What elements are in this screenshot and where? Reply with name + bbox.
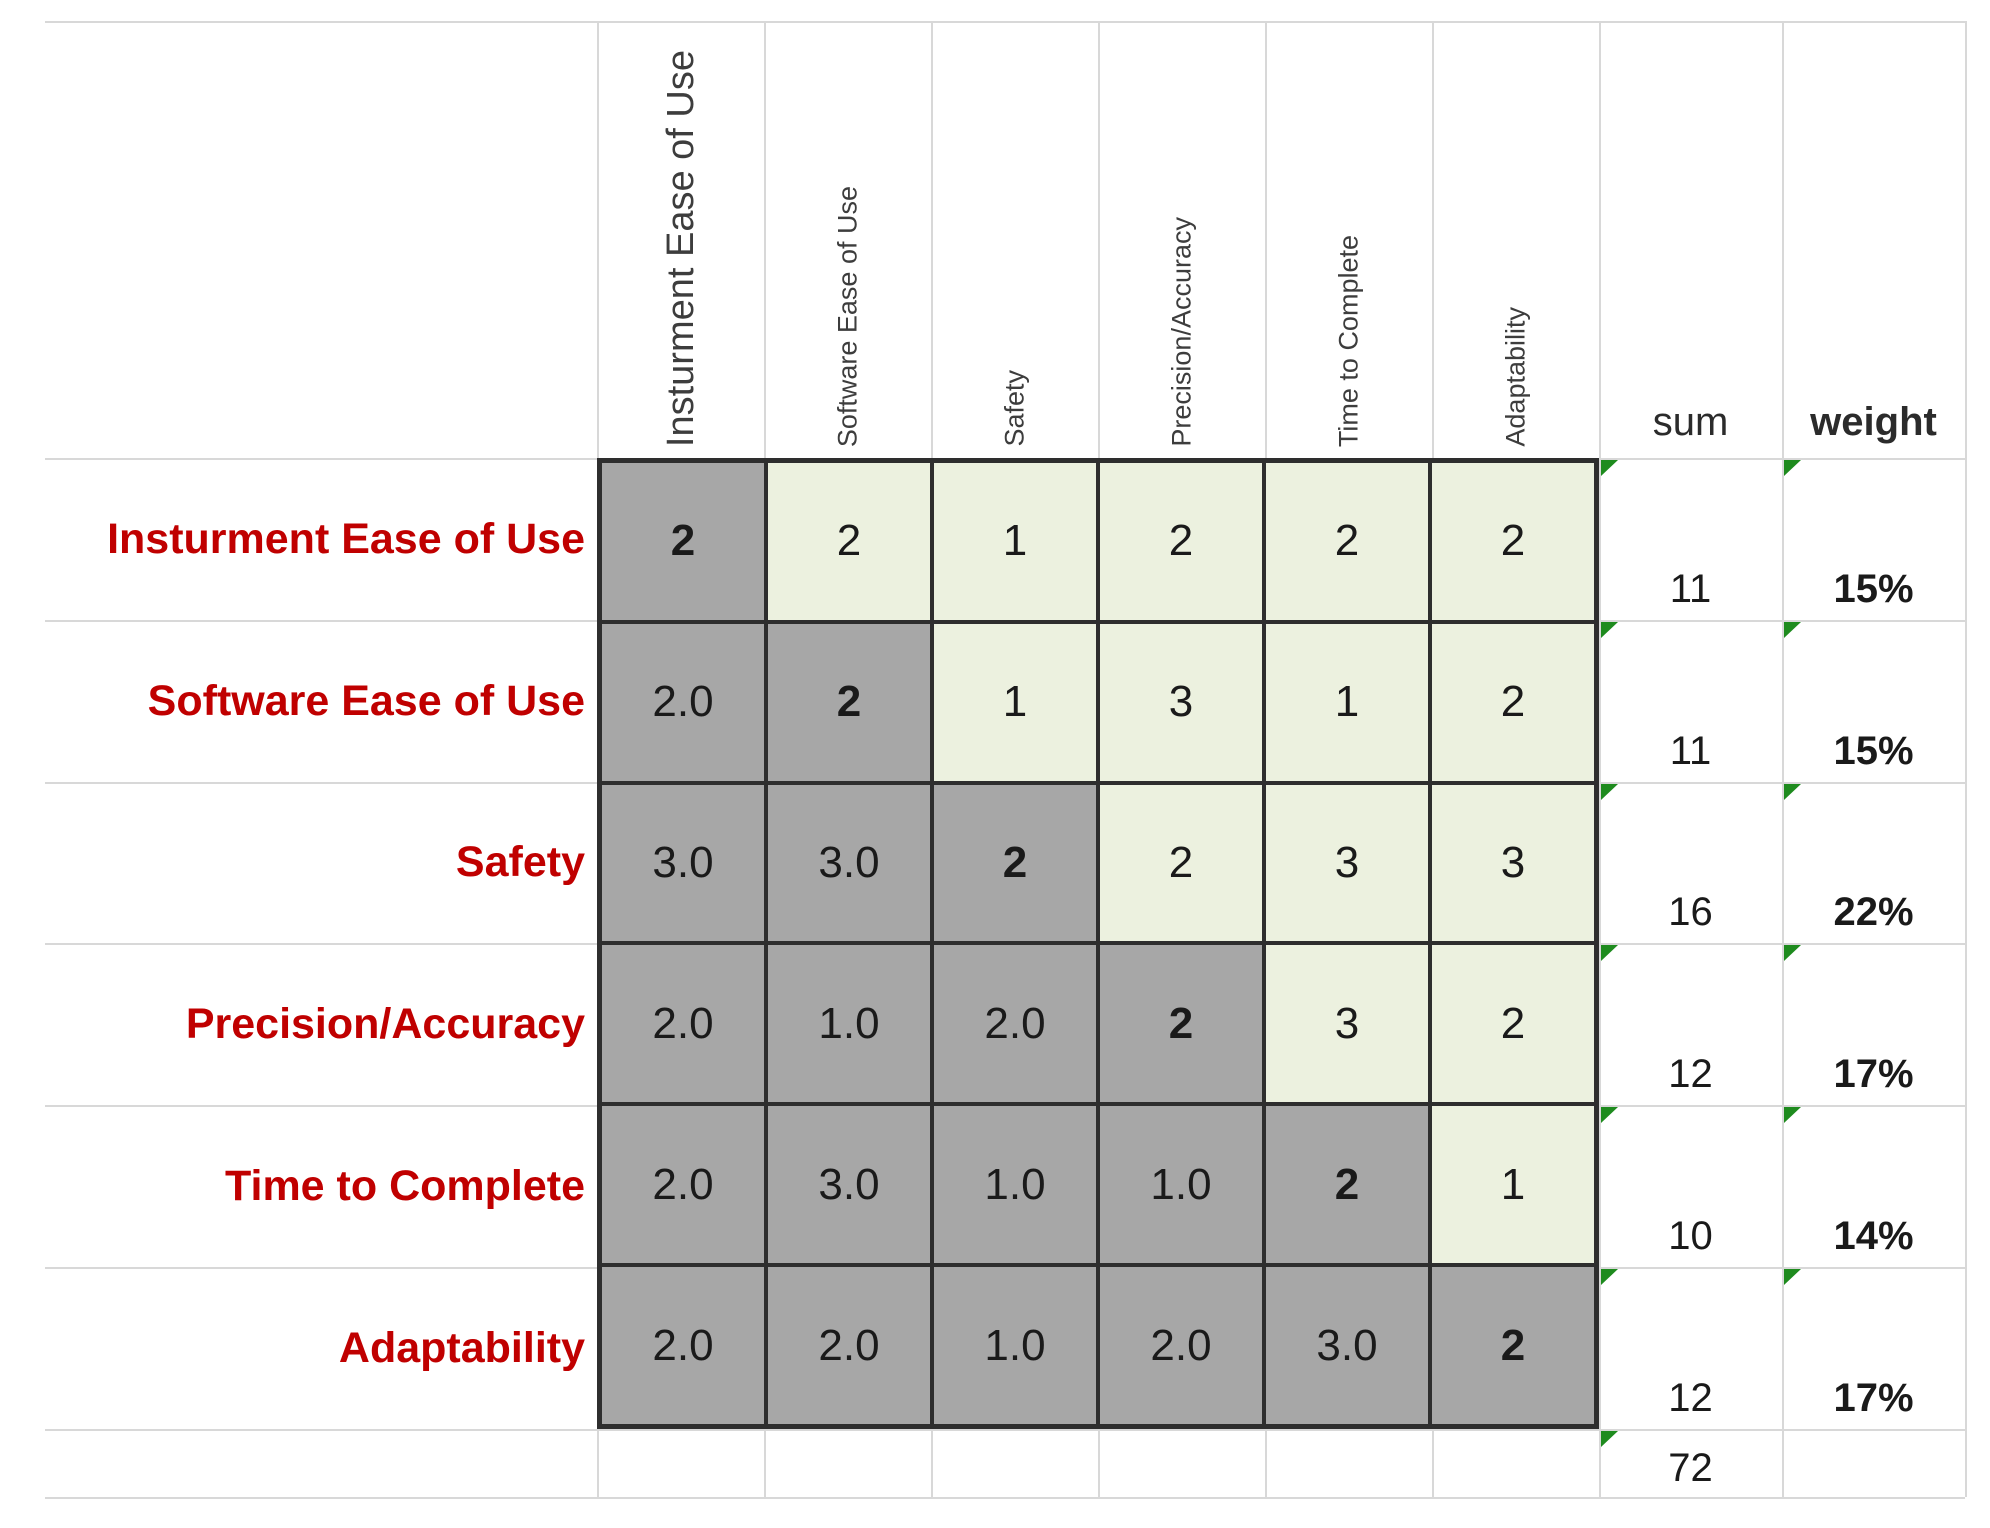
- sum-value-cell[interactable]: 11: [1599, 620, 1782, 782]
- weight-value-cell[interactable]: 22%: [1782, 782, 1965, 943]
- matrix-cell[interactable]: 3: [1430, 782, 1596, 944]
- sum-value-cell[interactable]: 16: [1599, 782, 1782, 943]
- gridline: [45, 1429, 1965, 1431]
- matrix-cell[interactable]: 1.0: [766, 943, 932, 1105]
- sum-value-cell[interactable]: 10: [1599, 1105, 1782, 1267]
- matrix-cell[interactable]: 3.0: [1264, 1265, 1430, 1426]
- matrix-cell[interactable]: 2.0: [600, 1265, 766, 1426]
- sum-value-cell[interactable]: 12: [1599, 1267, 1782, 1429]
- matrix-row-label[interactable]: Precision/Accuracy: [185, 999, 585, 1048]
- matrix-cell[interactable]: 2: [600, 461, 766, 622]
- comparison-matrix: 2 2 1 2 2 2 2.0 2 1 3 1 2 3.0 3.0 2 2 3 3 2.0 1.0 2.0 2 3 2 2.0 3…: [597, 458, 1599, 1429]
- matrix-column-header-label: Adaptability: [1500, 307, 1530, 447]
- matrix-cell[interactable]: 2: [1430, 621, 1596, 783]
- sum-value-cell[interactable]: 11: [1599, 458, 1782, 620]
- matrix-cell[interactable]: 2: [1430, 461, 1596, 622]
- matrix-column-header-label: Software Ease of Use: [832, 185, 862, 447]
- formula-error-triangle-icon: [1601, 460, 1618, 476]
- matrix-cell[interactable]: 3.0: [600, 782, 766, 944]
- matrix-column-header-label: Insturment Ease of Use: [659, 49, 702, 447]
- matrix-cell[interactable]: 1.0: [1098, 1104, 1264, 1266]
- matrix-column-header-label: Precision/Accuracy: [1166, 217, 1196, 447]
- gridline: [1599, 21, 1601, 1497]
- formula-error-triangle-icon: [1601, 945, 1618, 961]
- matrix-cell[interactable]: 3.0: [766, 782, 932, 944]
- matrix-cell[interactable]: 2: [932, 782, 1098, 944]
- matrix-column-header[interactable]: Software Ease of Use: [764, 21, 931, 455]
- matrix-column-header[interactable]: Time to Complete: [1265, 21, 1432, 455]
- matrix-row-label[interactable]: Software Ease of Use: [147, 676, 585, 725]
- matrix-cell[interactable]: 1: [932, 461, 1098, 622]
- formula-error-triangle-icon: [1601, 622, 1618, 638]
- matrix-cell[interactable]: 2.0: [766, 1265, 932, 1426]
- matrix-column-header[interactable]: Adaptability: [1432, 21, 1599, 455]
- formula-error-triangle-icon: [1784, 1269, 1801, 1285]
- formula-error-triangle-icon: [1601, 784, 1618, 800]
- formula-error-triangle-icon: [1601, 1107, 1618, 1123]
- weight-value-cell[interactable]: 15%: [1782, 458, 1965, 620]
- matrix-cell[interactable]: 1: [932, 621, 1098, 783]
- matrix-cell[interactable]: 1: [1264, 621, 1430, 783]
- matrix-cell[interactable]: 3.0: [766, 1104, 932, 1266]
- matrix-cell[interactable]: 2: [766, 461, 932, 622]
- matrix-row-label[interactable]: Time to Complete: [225, 1161, 585, 1210]
- matrix-cell[interactable]: 2: [1264, 1104, 1430, 1266]
- matrix-row-label[interactable]: Insturment Ease of Use: [107, 514, 585, 563]
- formula-error-triangle-icon: [1784, 784, 1801, 800]
- matrix-cell[interactable]: 2: [1264, 461, 1430, 622]
- matrix-row-label[interactable]: Safety: [455, 838, 585, 886]
- formula-error-triangle-icon: [1601, 1269, 1618, 1285]
- weight-value-cell[interactable]: 17%: [1782, 1267, 1965, 1429]
- total-sum-cell[interactable]: 72: [1599, 1429, 1782, 1497]
- formula-error-triangle-icon: [1784, 945, 1801, 961]
- formula-error-triangle-icon: [1784, 1107, 1801, 1123]
- matrix-cell[interactable]: 2.0: [600, 943, 766, 1105]
- matrix-column-header[interactable]: Safety: [931, 21, 1098, 455]
- weight-value-cell[interactable]: 14%: [1782, 1105, 1965, 1267]
- matrix-cell[interactable]: 1.0: [932, 1265, 1098, 1426]
- matrix-cell[interactable]: 3: [1264, 943, 1430, 1105]
- formula-error-triangle-icon: [1601, 1431, 1618, 1447]
- matrix-cell[interactable]: 2.0: [600, 1104, 766, 1266]
- matrix-cell[interactable]: 2: [1098, 943, 1264, 1105]
- matrix-cell[interactable]: 2: [766, 621, 932, 783]
- matrix-cell[interactable]: 2.0: [932, 943, 1098, 1105]
- matrix-cell[interactable]: 3: [1098, 621, 1264, 783]
- matrix-column-header[interactable]: Insturment Ease of Use: [597, 21, 764, 455]
- weight-column-header[interactable]: weight: [1810, 400, 1937, 444]
- weight-value-cell[interactable]: 15%: [1782, 620, 1965, 782]
- gridline: [1965, 21, 1967, 1497]
- matrix-cell[interactable]: 2: [1430, 943, 1596, 1105]
- matrix-cell[interactable]: 1.0: [932, 1104, 1098, 1266]
- matrix-row-label[interactable]: Adaptability: [338, 1323, 585, 1372]
- matrix-column-header-label: Safety: [999, 370, 1029, 447]
- matrix-column-header-label: Time to Complete: [1333, 234, 1363, 447]
- formula-error-triangle-icon: [1784, 622, 1801, 638]
- formula-error-triangle-icon: [1784, 460, 1801, 476]
- sum-column-header[interactable]: sum: [1652, 400, 1729, 444]
- matrix-cell[interactable]: 3: [1264, 782, 1430, 944]
- gridline: [45, 21, 1965, 23]
- matrix-cell[interactable]: 2: [1098, 461, 1264, 622]
- gridline: [1782, 21, 1784, 1497]
- sum-value-cell[interactable]: 12: [1599, 943, 1782, 1105]
- weight-value-cell[interactable]: 17%: [1782, 943, 1965, 1105]
- matrix-cell[interactable]: 2.0: [1098, 1265, 1264, 1426]
- matrix-cell[interactable]: 2: [1098, 782, 1264, 944]
- matrix-cell[interactable]: 2.0: [600, 621, 766, 783]
- gridline: [45, 1497, 1965, 1499]
- matrix-column-header[interactable]: Precision/Accuracy: [1098, 21, 1265, 455]
- matrix-cell[interactable]: 2: [1430, 1265, 1596, 1426]
- matrix-cell[interactable]: 1: [1430, 1104, 1596, 1266]
